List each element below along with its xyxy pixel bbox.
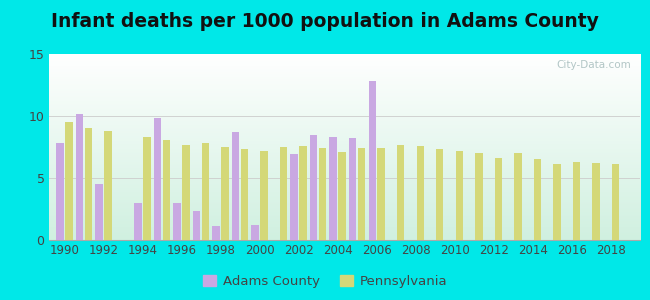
Bar: [213, 226, 220, 240]
Bar: [75, 113, 83, 240]
Bar: [232, 132, 239, 240]
Bar: [339, 152, 346, 240]
Bar: [261, 151, 268, 240]
Bar: [397, 145, 404, 240]
Bar: [104, 131, 112, 240]
Bar: [349, 138, 356, 240]
Bar: [154, 118, 161, 240]
Bar: [514, 153, 521, 240]
Bar: [193, 212, 200, 240]
Text: City-Data.com: City-Data.com: [556, 60, 631, 70]
Bar: [182, 145, 190, 240]
Bar: [202, 143, 209, 240]
Bar: [573, 162, 580, 240]
Bar: [300, 146, 307, 240]
Bar: [592, 163, 600, 240]
Bar: [143, 137, 151, 240]
Bar: [174, 203, 181, 240]
Bar: [280, 147, 287, 240]
Bar: [162, 140, 170, 240]
Bar: [534, 159, 541, 240]
Bar: [378, 148, 385, 240]
Bar: [310, 135, 317, 240]
Bar: [135, 203, 142, 240]
Bar: [65, 122, 73, 240]
Bar: [358, 148, 365, 240]
Bar: [319, 148, 326, 240]
Bar: [84, 128, 92, 240]
Bar: [221, 147, 229, 240]
Bar: [241, 149, 248, 240]
Bar: [612, 164, 619, 240]
Text: Infant deaths per 1000 population in Adams County: Infant deaths per 1000 population in Ada…: [51, 12, 599, 31]
Bar: [95, 184, 103, 240]
Bar: [495, 158, 502, 240]
Bar: [475, 153, 482, 240]
Bar: [252, 225, 259, 240]
Bar: [553, 164, 560, 240]
Legend: Adams County, Pennsylvania: Adams County, Pennsylvania: [198, 270, 452, 293]
Bar: [291, 154, 298, 240]
Bar: [330, 137, 337, 240]
Bar: [56, 143, 64, 240]
Bar: [369, 81, 376, 240]
Bar: [417, 146, 424, 240]
Bar: [436, 149, 443, 240]
Bar: [456, 151, 463, 240]
